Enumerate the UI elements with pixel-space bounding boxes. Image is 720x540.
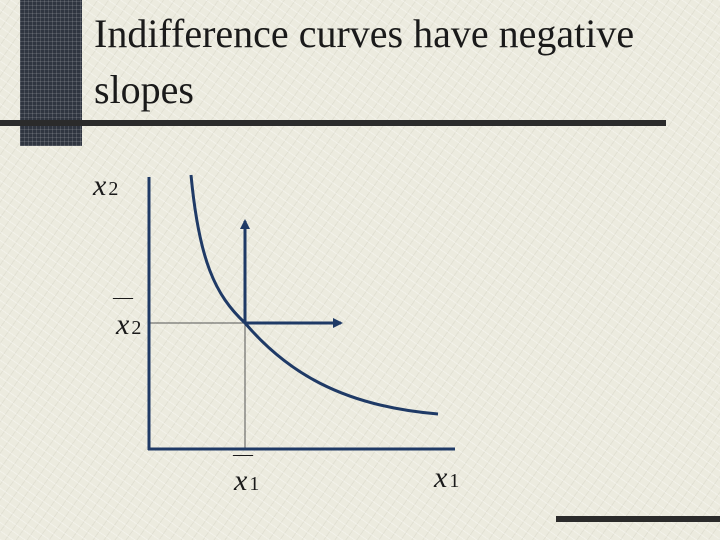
footer-rule <box>556 516 720 522</box>
y-marker-bar: — <box>112 286 134 308</box>
slide-title: Indifference curves have negative slopes <box>94 11 635 112</box>
indifference-curve <box>189 174 439 416</box>
x-marker-bar: — <box>232 443 254 465</box>
title-rule <box>0 120 666 126</box>
